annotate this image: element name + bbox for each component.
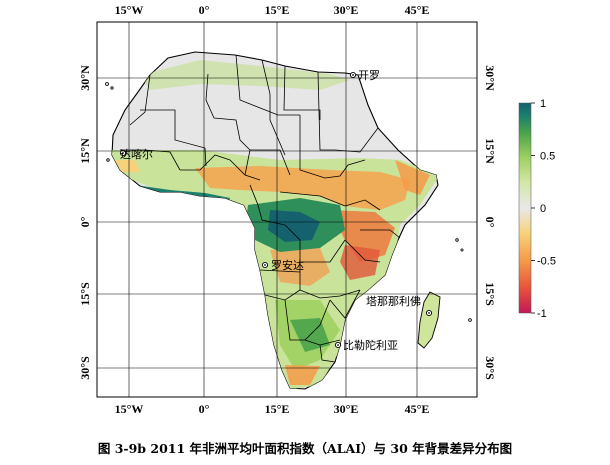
tick-label: 15°E [265,3,290,17]
tick-label: 0° [483,217,497,228]
tick-label: 15°S [483,282,497,306]
tick-label: 45°E [405,402,430,416]
tick-label: 15°W [115,3,144,17]
tick-label: 30°E [334,402,359,416]
tick-label: 0° [199,3,210,17]
tick-label: 15°W [115,402,144,416]
city-label: 达喀尔 [120,148,153,161]
top-axis: 15°W 0° 15°E 30°E 45°E [115,3,430,17]
city-markers: 开罗 达喀尔 罗安达 塔那那利佛 比勒陀利亚 [119,69,433,352]
right-axis: 30°N 15°N 0° 15°S 30°S [483,65,497,380]
tick-label: 15°N [78,138,92,164]
city-dakar: 达喀尔 [119,148,153,161]
tick-label: 15°S [78,282,92,306]
tick-label: 30°E [334,3,359,17]
tick-label: 30°S [483,356,497,380]
colorbar-tick-label: 0 [540,203,546,215]
figure-caption: 图 3-9b 2011 年非洲平均叶面积指数（ALAI）与 30 年背景差异分布… [97,441,513,456]
tick-label: 30°N [78,65,92,91]
left-axis: 30°N 15°N 0° 15°S 30°S [78,65,92,380]
colorbar-tick-label: -1 [537,308,547,320]
city-label: 塔那那利佛 [366,295,421,308]
graticule [97,22,477,397]
tick-label: 45°E [405,3,430,17]
colorbar-ramp [518,102,532,314]
country-borders [120,54,401,363]
bottom-axis: 15°W 0° 15°E 30°E 45°E [115,402,430,416]
city-antananarivo: 塔那那利佛 [366,295,433,317]
tick-label: 0° [199,402,210,416]
city-cairo: 开罗 [349,69,380,82]
city-pretoria: 比勒陀利亚 [334,338,398,352]
tick-label: 30°S [78,356,92,380]
tick-label: 15°E [265,402,290,416]
colorbar-tick-label: -0.5 [537,256,556,268]
tick-label: 30°N [483,65,497,91]
city-label: 开罗 [358,69,380,82]
tick-label: 0° [78,216,92,227]
colorbar-tick-label: 0.5 [540,151,555,163]
colorbar: 1 0.5 0 -0.5 -1 [518,98,556,320]
city-luanda: 罗安达 [261,258,304,272]
tick-label: 15°N [483,138,497,164]
madagascar [417,291,441,349]
city-label: 比勒陀利亚 [343,338,398,352]
city-label: 罗安达 [271,258,304,272]
colorbar-tick-label: 1 [540,98,546,110]
small-islands [105,82,472,322]
